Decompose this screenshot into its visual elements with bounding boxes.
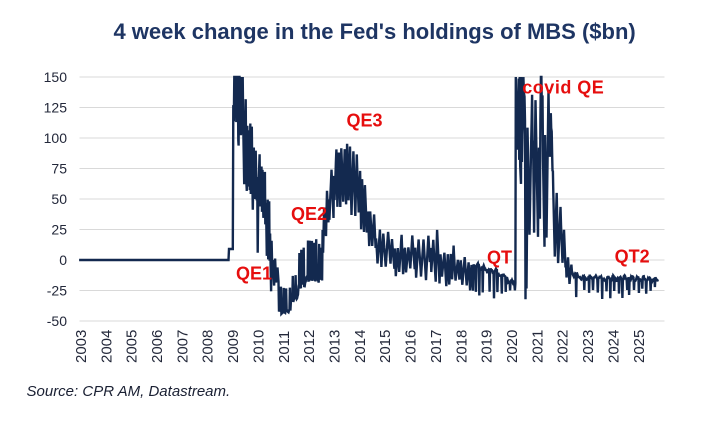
svg-text:-50: -50 [47,313,67,329]
svg-text:2012: 2012 [301,330,318,363]
svg-text:QE2: QE2 [291,204,327,224]
svg-text:2019: 2019 [479,330,496,363]
svg-text:QE1: QE1 [236,264,272,284]
svg-text:75: 75 [51,161,67,177]
svg-text:50: 50 [51,191,67,207]
svg-text:2016: 2016 [403,330,420,363]
svg-text:2008: 2008 [200,330,217,363]
svg-text:125: 125 [44,100,68,116]
svg-text:QE3: QE3 [347,111,383,131]
svg-text:2014: 2014 [352,330,369,363]
svg-text:2018: 2018 [453,330,470,363]
svg-text:150: 150 [44,69,68,85]
svg-text:2021: 2021 [529,330,546,363]
svg-text:2003: 2003 [73,330,90,363]
svg-text:2007: 2007 [174,330,191,363]
svg-text:2009: 2009 [225,330,242,363]
svg-text:Source: CPR AM, Datastream.: Source: CPR AM, Datastream. [27,383,231,400]
svg-text:2022: 2022 [555,330,572,363]
svg-text:2006: 2006 [149,330,166,363]
svg-text:2020: 2020 [504,330,521,363]
svg-text:2013: 2013 [327,330,344,363]
svg-text:100: 100 [44,130,68,146]
svg-text:2005: 2005 [124,330,141,363]
svg-text:2023: 2023 [580,330,597,363]
svg-text:4 week change in the Fed's hol: 4 week change in the Fed's holdings of M… [113,19,635,44]
svg-text:0: 0 [59,252,67,268]
svg-text:2004: 2004 [98,330,115,363]
svg-text:2025: 2025 [631,330,648,363]
svg-text:QT2: QT2 [615,247,650,267]
svg-text:25: 25 [51,222,67,238]
svg-text:-25: -25 [47,283,67,299]
svg-text:2010: 2010 [250,330,267,363]
svg-text:2011: 2011 [276,331,293,363]
svg-text:QT: QT [487,247,512,267]
svg-text:covid QE: covid QE [522,78,604,98]
svg-text:2017: 2017 [428,330,445,363]
svg-text:2015: 2015 [377,330,394,363]
svg-text:2024: 2024 [606,330,623,363]
